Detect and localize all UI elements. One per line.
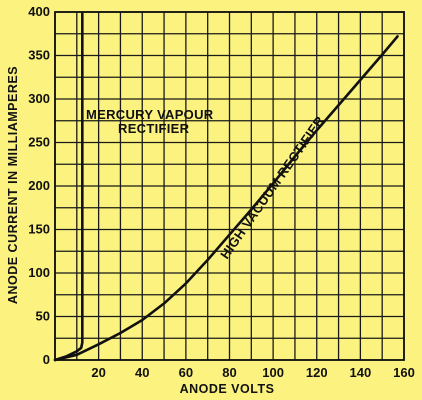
x-tick-label: 80 [222, 365, 236, 380]
y-tick-label: 150 [28, 222, 50, 237]
y-tick-label: 350 [28, 48, 50, 63]
plot-frame [54, 11, 405, 361]
y-tick-label: 100 [28, 265, 50, 280]
x-tick-label: 100 [262, 365, 284, 380]
series-lines [53, 12, 399, 362]
x-tick-label: 60 [179, 365, 193, 380]
y-tick-label: 250 [28, 135, 50, 150]
y-axis-title: ANODE CURRENT IN MILLIAMPERES [6, 66, 20, 304]
y-tick-label: 300 [28, 91, 50, 106]
grid [54, 11, 405, 361]
x-tick-label: 20 [91, 365, 105, 380]
x-axis-title: ANODE VOLTS [180, 382, 275, 396]
high-vacuum-rectifier-line [53, 35, 399, 362]
x-tick-label: 40 [135, 365, 149, 380]
y-tick-label: 0 [43, 352, 50, 367]
y-tick-label: 200 [28, 178, 50, 193]
y-tick-labels: 0 50 100 150 200 250 300 350 400 [28, 4, 50, 367]
x-tick-label: 140 [350, 365, 372, 380]
y-tick-label: 400 [28, 4, 50, 19]
y-tick-label: 50 [36, 309, 50, 324]
x-tick-label: 120 [306, 365, 328, 380]
high-vacuum-label: HIGH VACUUM RECTIFIER [217, 113, 327, 262]
mercury-vapour-label-line2: RECTIFIER [118, 121, 190, 136]
mercury-vapour-label-line1: MERCURY VAPOUR [86, 107, 214, 122]
x-tick-label: 160 [393, 365, 415, 380]
x-tick-labels: 20 40 60 80 100 120 140 160 [91, 365, 414, 380]
mercury-vapour-rectifier-line [53, 12, 84, 362]
